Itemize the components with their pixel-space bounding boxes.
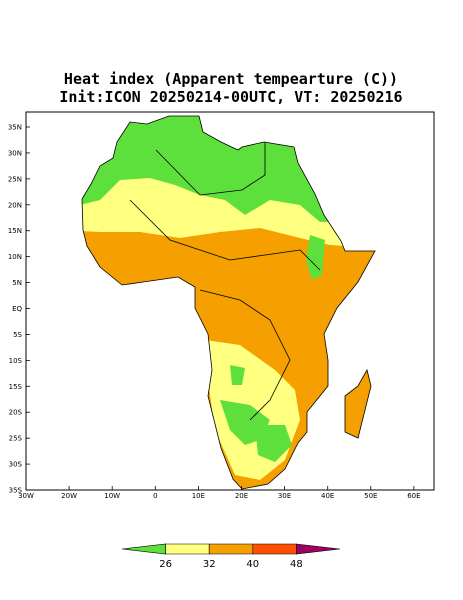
lon-label: 10E: [192, 492, 205, 500]
lat-label: 20N: [8, 201, 22, 209]
lon-label: 20E: [235, 492, 248, 500]
colorbar-label: 40: [246, 559, 259, 570]
colorbar-swatch: [208, 543, 254, 555]
lat-label: 15S: [9, 383, 23, 391]
colorbar-swatch: [252, 543, 297, 555]
lon-label: 50E: [364, 492, 377, 500]
lat-label: 30N: [8, 149, 22, 157]
coastline: [81, 115, 376, 490]
lon-label: 20W: [61, 492, 77, 500]
lat-label: 15N: [8, 227, 22, 235]
lat-label: 30S: [9, 461, 23, 469]
colorbar-label: 48: [290, 559, 303, 570]
colorbar-swatch: [296, 543, 341, 555]
field-green: [306, 235, 325, 280]
lon-label: 10W: [104, 492, 120, 500]
field-green: [230, 365, 245, 385]
heat-field: [82, 116, 375, 489]
lon-label: 60E: [407, 492, 420, 500]
colorbar-swatch: [165, 543, 210, 555]
subtitle: Init:ICON 20250214-00UTC, VT: 20250216: [59, 88, 402, 106]
lat-label: 10N: [8, 253, 22, 261]
title: Heat index (Apparent tempearture (C)): [64, 70, 398, 88]
colorbar-label: 26: [159, 559, 172, 570]
lat-label: 10S: [9, 357, 23, 365]
lat-label: 20S: [9, 409, 23, 417]
lat-label: 25S: [9, 435, 23, 443]
lat-label: EQ: [12, 305, 22, 313]
colorbar-label: 32: [203, 559, 216, 570]
lat-label: 5N: [12, 279, 22, 287]
lat-label: 25N: [8, 175, 22, 183]
lat-label: 35N: [8, 124, 22, 132]
lat-label: 35S: [9, 487, 23, 495]
map-frame: [25, 111, 435, 491]
field-green: [255, 425, 292, 462]
colorbar-swatch: [121, 543, 166, 555]
lon-label: 40E: [321, 492, 334, 500]
lon-label: 0: [153, 492, 157, 500]
lon-label: 30E: [278, 492, 291, 500]
lon-label: 30W: [18, 492, 34, 500]
lat-label: 5S: [13, 331, 22, 339]
